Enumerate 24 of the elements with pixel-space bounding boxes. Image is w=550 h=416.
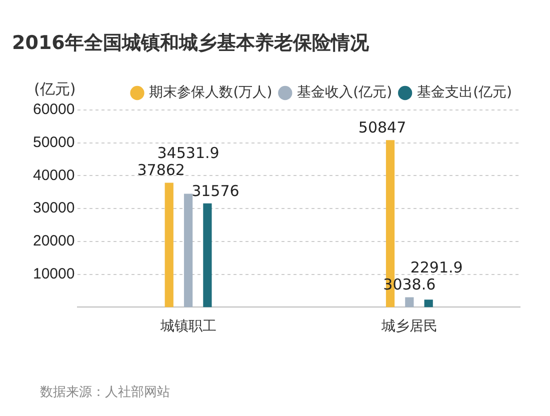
bar (184, 194, 193, 308)
x-tick-label: 城镇职工 (159, 317, 216, 334)
y-tick-label: 50000 (32, 134, 75, 152)
data-label: 37862 (137, 161, 185, 180)
bar (405, 297, 414, 308)
bar (164, 182, 174, 308)
legend-label: 期末参保人数(万人) (149, 84, 272, 101)
y-tick-label: 20000 (32, 232, 75, 250)
y-tick-label: 60000 (32, 101, 75, 118)
legend-label: 基金支出(亿元) (417, 84, 512, 101)
y-tick-label: 30000 (32, 200, 75, 217)
bar (203, 203, 212, 308)
y-tick-label: 10000 (32, 265, 75, 282)
legend-label: 基金收入(亿元) (297, 84, 392, 101)
data-label: 2291.9 (410, 258, 463, 277)
data-label: 34531.9 (157, 144, 220, 162)
x-tick-label: 城乡居民 (380, 317, 438, 334)
y-tick-label: 40000 (32, 166, 75, 184)
chart-title: 2016年全国城镇和城乡基本养老保险情况 (12, 31, 369, 56)
y-axis-title: (亿元) (34, 80, 76, 98)
source-note: 数据来源：人社部网站 (40, 384, 170, 401)
data-label: 31576 (192, 182, 240, 200)
bar (424, 300, 433, 308)
data-label: 50847 (358, 118, 406, 136)
